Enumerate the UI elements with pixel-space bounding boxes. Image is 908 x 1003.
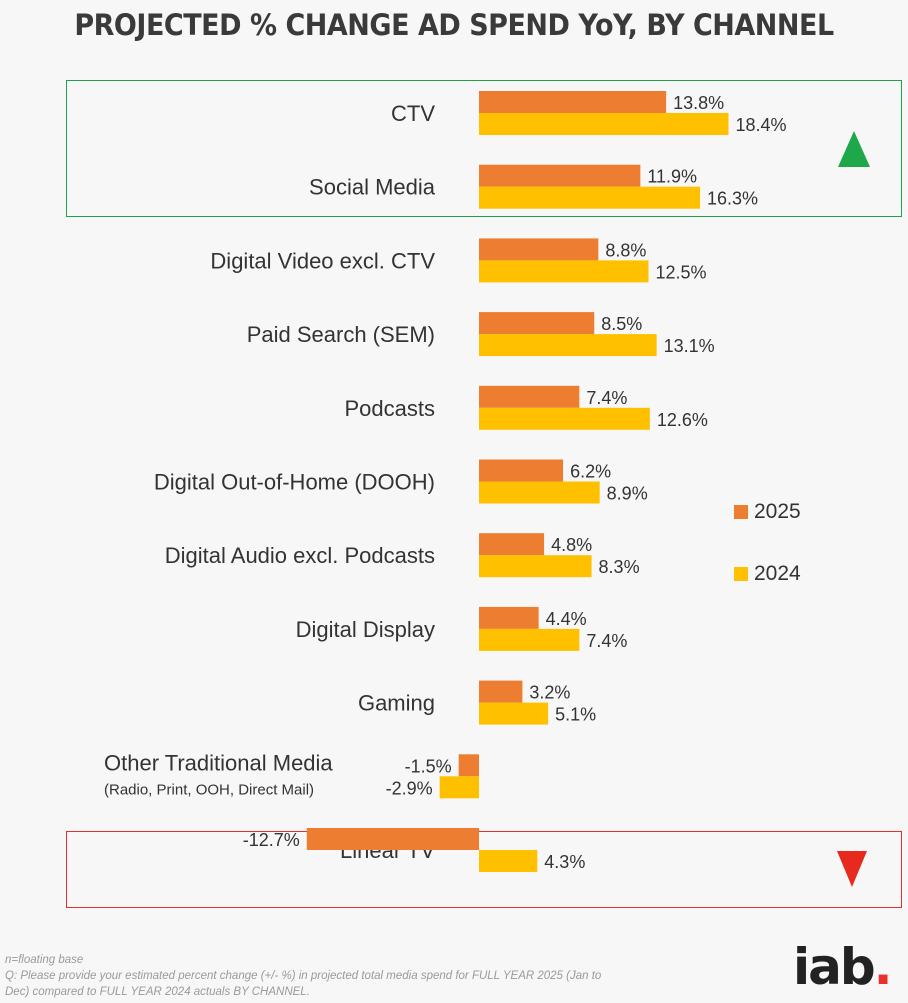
footnote-question: Q: Please provide your estimated percent… <box>5 970 602 998</box>
bar-2025 <box>479 459 564 482</box>
data-label-2025: -1.5% <box>405 756 452 776</box>
bar-2024 <box>479 555 592 578</box>
category-label: Digital Audio excl. Podcasts <box>165 543 435 568</box>
data-label-2024: 12.5% <box>656 262 707 282</box>
category-label: Social Media <box>309 175 436 200</box>
category-label: Gaming <box>358 691 435 716</box>
bar-2025 <box>479 606 539 629</box>
legend-item-2025: 2025 <box>734 500 801 524</box>
bar-2024 <box>479 260 649 283</box>
data-label-2024: 7.4% <box>586 631 627 651</box>
data-label-2025: 11.9% <box>647 167 697 187</box>
bar-2024 <box>479 113 729 135</box>
category-label: Digital Out-of-Home (DOOH) <box>154 470 435 495</box>
bar-2025 <box>479 238 599 261</box>
footnote-base: n=floating base <box>5 954 84 966</box>
data-label-2025: 4.4% <box>546 609 587 629</box>
category-label: Digital Display <box>296 617 435 642</box>
bar-2024 <box>439 776 479 799</box>
data-label-2024: 12.6% <box>657 410 708 430</box>
bar-2025 <box>479 680 523 703</box>
data-label-2024: 4.3% <box>544 852 585 872</box>
down-triangle-icon <box>837 851 867 887</box>
legend-label-2024: 2024 <box>754 562 801 585</box>
data-label-2024: -2.9% <box>386 778 433 798</box>
bar-2025 <box>458 754 479 777</box>
category-label: CTV <box>391 101 435 126</box>
bar-2025 <box>306 828 479 850</box>
bar-2024 <box>479 702 549 725</box>
category-sublabel: (Radio, Print, OOH, Direct Mail) <box>104 781 314 798</box>
bar-2024 <box>479 481 600 504</box>
bar-2025 <box>479 312 595 335</box>
data-label-2025: 4.8% <box>551 535 592 555</box>
data-label-2025: 8.5% <box>601 314 642 334</box>
legend-label-2025: 2025 <box>754 500 801 523</box>
data-label-2025: 7.4% <box>586 388 627 408</box>
category-label: Other Traditional Media <box>104 750 333 775</box>
data-label-2024: 18.4% <box>736 115 787 135</box>
bar-2024 <box>479 850 538 872</box>
bar-2024 <box>479 407 650 430</box>
data-label-2024: 13.1% <box>664 336 715 356</box>
bar-2024 <box>479 186 701 209</box>
data-label-2025: 3.2% <box>529 683 570 703</box>
iab-logo: iab. <box>793 938 893 996</box>
chart-title: PROJECTED % CHANGE AD SPEND YoY, BY CHAN… <box>74 8 834 42</box>
data-label-2025: 8.8% <box>605 240 646 260</box>
category-label: Digital Video excl. CTV <box>210 248 435 273</box>
bar-2025 <box>479 91 667 113</box>
up-triangle-icon <box>838 131 870 167</box>
bar-2025 <box>479 385 580 408</box>
bar-2024 <box>479 628 580 651</box>
bar-2024 <box>479 334 657 357</box>
data-label-2024: 8.9% <box>607 484 648 504</box>
data-label-2025: -12.7% <box>243 830 300 850</box>
data-label-2025: 13.8% <box>673 93 724 113</box>
bar-2025 <box>479 533 545 556</box>
highlight-box-growth <box>66 80 902 217</box>
data-label-2025: 6.2% <box>570 462 611 482</box>
legend-swatch-2024 <box>734 567 748 581</box>
category-label: Paid Search (SEM) <box>247 322 435 347</box>
data-label-2024: 16.3% <box>707 189 758 209</box>
highlight-box-decline <box>66 831 902 908</box>
legend-item-2024: 2024 <box>734 562 801 586</box>
data-label-2024: 8.3% <box>599 557 640 577</box>
legend-swatch-2025 <box>734 505 748 519</box>
data-label-2024: 5.1% <box>555 705 596 725</box>
bar-2025 <box>479 164 641 187</box>
footnote: n=floating base Q: Please provide your e… <box>5 952 625 1000</box>
category-label: Podcasts <box>345 396 436 421</box>
